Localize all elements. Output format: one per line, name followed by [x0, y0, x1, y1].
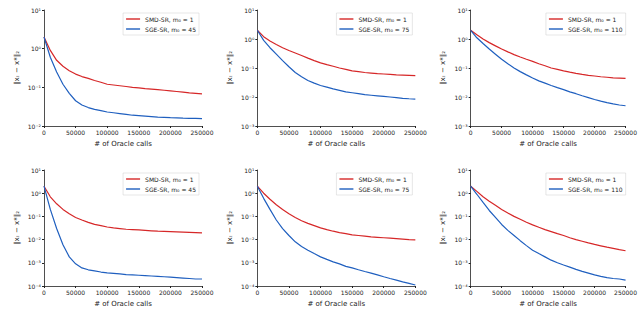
svg-text:SMD-SR, m₀ = 1: SMD-SR, m₀ = 1 — [145, 16, 194, 23]
svg-text:# of Oracle calls: # of Oracle calls — [307, 140, 365, 148]
svg-text:# of Oracle calls: # of Oracle calls — [94, 300, 152, 308]
svg-text:250000: 250000 — [404, 129, 427, 136]
svg-text:10⁻³: 10⁻³ — [454, 259, 468, 266]
svg-text:SMD-SR, m₀ = 1: SMD-SR, m₀ = 1 — [568, 176, 617, 183]
svg-text:0: 0 — [42, 289, 46, 296]
svg-text:10⁻²: 10⁻² — [28, 123, 42, 130]
svg-text:250000: 250000 — [614, 289, 637, 296]
svg-text:10⁰: 10⁰ — [244, 190, 255, 197]
svg-text:0: 0 — [255, 289, 259, 296]
svg-text:SGE-SR, m₀ = 75: SGE-SR, m₀ = 75 — [358, 186, 409, 193]
svg-text:10⁻¹: 10⁻¹ — [454, 65, 468, 72]
svg-text:10⁻¹: 10⁻¹ — [28, 84, 42, 91]
svg-text:10⁻²: 10⁻² — [454, 236, 468, 243]
svg-text:10¹: 10¹ — [31, 167, 42, 174]
svg-text:10¹: 10¹ — [244, 7, 255, 14]
svg-text:50000: 50000 — [279, 129, 298, 136]
svg-text:50000: 50000 — [279, 289, 298, 296]
svg-text:10⁻⁴: 10⁻⁴ — [454, 283, 468, 290]
svg-text:# of Oracle calls: # of Oracle calls — [519, 140, 577, 148]
svg-text:10⁻³: 10⁻³ — [241, 123, 255, 130]
svg-text:200000: 200000 — [159, 129, 182, 136]
svg-text:10⁰: 10⁰ — [31, 190, 42, 197]
svg-text:200000: 200000 — [159, 289, 182, 296]
svg-text:# of Oracle calls: # of Oracle calls — [307, 300, 365, 308]
svg-text:50000: 50000 — [492, 129, 511, 136]
svg-text:200000: 200000 — [583, 129, 606, 136]
svg-text:10⁰: 10⁰ — [244, 36, 255, 43]
svg-text:‖xₜ − x*‖₂: ‖xₜ − x*‖₂ — [226, 211, 234, 245]
svg-text:100000: 100000 — [309, 129, 332, 136]
svg-text:10⁻³: 10⁻³ — [241, 259, 255, 266]
svg-text:10⁰: 10⁰ — [458, 36, 469, 43]
svg-text:SGE-SR, m₀ = 45: SGE-SR, m₀ = 45 — [145, 186, 196, 193]
svg-text:‖xₜ − x*‖₂: ‖xₜ − x*‖₂ — [226, 51, 234, 85]
svg-text:SGE-SR, m₀ = 45: SGE-SR, m₀ = 45 — [145, 26, 196, 33]
svg-text:100000: 100000 — [521, 129, 544, 136]
svg-text:100000: 100000 — [309, 289, 332, 296]
svg-text:0: 0 — [42, 129, 46, 136]
svg-text:150000: 150000 — [127, 129, 150, 136]
svg-text:200000: 200000 — [583, 289, 606, 296]
svg-text:# of Oracle calls: # of Oracle calls — [519, 300, 577, 308]
svg-text:250000: 250000 — [404, 289, 427, 296]
svg-text:250000: 250000 — [191, 289, 214, 296]
svg-text:‖xₜ − x*‖₂: ‖xₜ − x*‖₂ — [439, 51, 447, 85]
svg-text:SMD-SR, m₀ = 1: SMD-SR, m₀ = 1 — [358, 176, 407, 183]
svg-text:10⁰: 10⁰ — [458, 190, 469, 197]
svg-text:150000: 150000 — [341, 129, 364, 136]
svg-text:50000: 50000 — [66, 129, 85, 136]
svg-text:150000: 150000 — [341, 289, 364, 296]
svg-text:# of Oracle calls: # of Oracle calls — [94, 140, 152, 148]
svg-text:SGE-SR, m₀ = 110: SGE-SR, m₀ = 110 — [568, 26, 623, 33]
svg-text:10¹: 10¹ — [244, 167, 255, 174]
svg-text:50000: 50000 — [492, 289, 511, 296]
svg-text:10⁻²: 10⁻² — [454, 94, 468, 101]
svg-text:‖xₜ − x*‖₂: ‖xₜ − x*‖₂ — [13, 51, 21, 85]
svg-text:10⁻¹: 10⁻¹ — [454, 213, 468, 220]
svg-text:100000: 100000 — [521, 289, 544, 296]
svg-text:100000: 100000 — [96, 129, 119, 136]
svg-text:150000: 150000 — [552, 129, 575, 136]
svg-text:150000: 150000 — [127, 289, 150, 296]
svg-text:250000: 250000 — [191, 129, 214, 136]
svg-text:10¹: 10¹ — [458, 7, 469, 14]
svg-text:0: 0 — [469, 289, 473, 296]
svg-text:10⁰: 10⁰ — [31, 45, 42, 52]
svg-text:‖xₜ − x*‖₂: ‖xₜ − x*‖₂ — [439, 211, 447, 245]
svg-text:SGE-SR, m₀ = 75: SGE-SR, m₀ = 75 — [358, 26, 409, 33]
svg-text:250000: 250000 — [614, 129, 637, 136]
svg-text:10⁻³: 10⁻³ — [28, 259, 42, 266]
svg-text:10⁻⁴: 10⁻⁴ — [28, 283, 42, 290]
svg-text:SGE-SR, m₀ = 110: SGE-SR, m₀ = 110 — [568, 186, 623, 193]
svg-text:100000: 100000 — [96, 289, 119, 296]
svg-text:10⁻²: 10⁻² — [241, 236, 255, 243]
svg-text:0: 0 — [469, 129, 473, 136]
svg-text:10⁻⁴: 10⁻⁴ — [241, 283, 255, 290]
svg-text:10⁻¹: 10⁻¹ — [241, 65, 255, 72]
svg-text:150000: 150000 — [552, 289, 575, 296]
svg-text:10¹: 10¹ — [31, 7, 42, 14]
svg-text:0: 0 — [255, 129, 259, 136]
svg-text:SMD-SR, m₀ = 1: SMD-SR, m₀ = 1 — [568, 16, 617, 23]
svg-text:‖xₜ − x*‖₂: ‖xₜ − x*‖₂ — [13, 211, 21, 245]
svg-text:200000: 200000 — [372, 129, 395, 136]
svg-text:10⁻²: 10⁻² — [241, 94, 255, 101]
svg-text:50000: 50000 — [66, 289, 85, 296]
svg-text:SMD-SR, m₀ = 1: SMD-SR, m₀ = 1 — [358, 16, 407, 23]
svg-text:10⁻¹: 10⁻¹ — [241, 213, 255, 220]
svg-text:10⁻³: 10⁻³ — [454, 123, 468, 130]
svg-text:200000: 200000 — [372, 289, 395, 296]
svg-text:10¹: 10¹ — [458, 167, 469, 174]
svg-text:10⁻¹: 10⁻¹ — [28, 213, 42, 220]
svg-text:SMD-SR, m₀ = 1: SMD-SR, m₀ = 1 — [145, 176, 194, 183]
svg-text:10⁻²: 10⁻² — [28, 236, 42, 243]
